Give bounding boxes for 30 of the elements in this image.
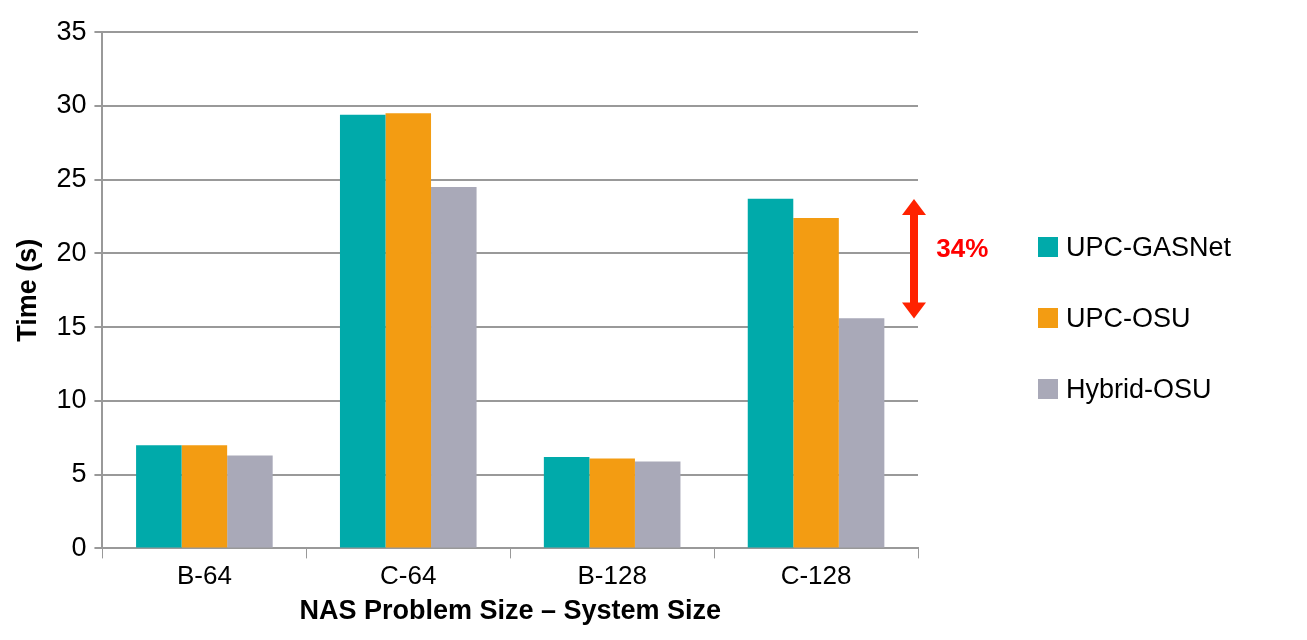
legend-label: Hybrid-OSU (1066, 373, 1212, 405)
x-tick-label: C-64 (380, 560, 437, 591)
bar (385, 113, 432, 548)
bar (181, 445, 228, 548)
y-tick-label: 30 (56, 89, 87, 120)
bar (747, 198, 794, 548)
text: 34% (936, 232, 989, 264)
bar (543, 456, 590, 548)
x-tick-label: C-128 (780, 560, 852, 591)
bar (793, 218, 839, 548)
y-axis-title: Time (s) (11, 238, 42, 342)
x-tick-label: B-64 (176, 560, 232, 591)
y-tick-label: 10 (56, 384, 87, 415)
y-tick-label: 0 (71, 531, 87, 562)
bar (227, 455, 273, 548)
y-tick-label: 5 (71, 458, 87, 489)
bar (431, 187, 477, 548)
bar (589, 458, 635, 548)
bar (339, 114, 386, 548)
x-tick-label: B-128 (577, 560, 647, 591)
legend-label: UPC-OSU (1066, 302, 1191, 334)
y-tick-label: 35 (56, 15, 87, 46)
y-tick-label: 15 (56, 310, 87, 341)
legend-label: UPC-GASNet (1066, 231, 1232, 263)
y-tick-label: 20 (56, 236, 87, 267)
bar (838, 318, 885, 548)
y-tick-label: 25 (56, 163, 87, 194)
x-axis-title: NAS Problem Size – System Size (299, 595, 722, 626)
bar (136, 445, 182, 548)
bar (634, 461, 681, 548)
